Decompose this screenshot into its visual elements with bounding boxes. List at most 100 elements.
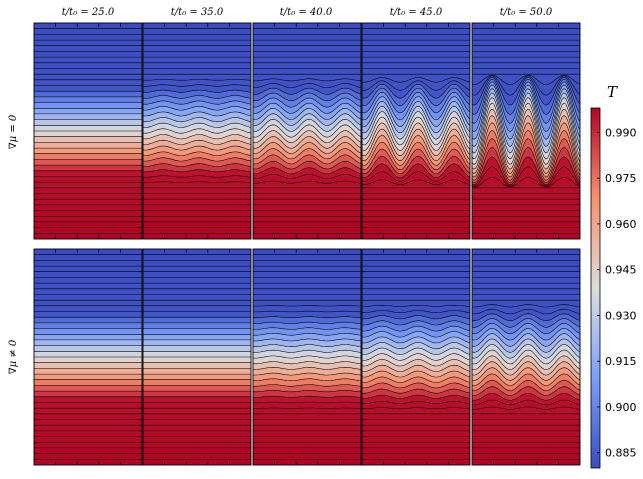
contour-line [253,361,361,365]
contour-line [472,308,580,315]
contour-line [472,373,580,386]
contour-line [143,111,251,117]
contour-line [472,379,580,391]
contour-line [253,78,361,82]
contour-line [253,142,361,154]
contour-line [253,130,361,144]
panel-r1-c5 [471,22,581,240]
contour-line [362,347,470,355]
contour-line [362,305,470,307]
contour-line [253,372,361,376]
contour-line [472,78,580,115]
colorbar: T 0.885 0.900 0.915 0.930 0.945 0.960 0.975 0.9… [590,83,637,469]
contour-line [472,304,580,308]
contour-line [143,139,251,145]
contour-line [472,406,580,410]
contour-line [253,154,361,165]
contour-line [143,122,251,128]
contour-line [253,338,361,342]
contour-line [472,77,580,106]
contour-line [362,80,470,91]
contour-line [472,386,580,396]
contour-line [472,156,580,185]
contour-line [362,179,470,185]
contour-line [472,115,580,170]
contour-line [253,355,361,359]
contour-line [143,89,251,93]
colorbar-tick-label: 0.990 [605,126,637,139]
panel-grid [33,22,581,466]
column-title-2: t/t₀ = 35.0 [171,7,224,18]
contour-line [362,394,470,399]
contour-line [362,310,470,313]
contour-line [253,344,361,347]
panel-r1-c4 [361,22,471,240]
contour-line [472,393,580,401]
colorbar-tick-label: 0.915 [605,355,637,368]
colorbar-tick-label: 0.945 [605,264,637,277]
contour-line [253,395,361,398]
contour-line [472,97,580,154]
contour-line [253,367,361,370]
contour-line [362,87,470,106]
panel-r1-c3 [252,22,362,240]
contour-line [253,148,361,160]
contour-line [143,117,251,123]
column-title-4: t/t₀ = 45.0 [390,7,443,18]
colorbar-ticks: 0.885 0.900 0.915 0.930 0.945 0.960 0.975 0.990 [597,126,637,460]
contour-line [253,180,361,184]
contour-line [362,101,470,127]
contour-line [362,135,470,161]
contour-line [143,95,251,99]
column-title-1: t/t₀ = 25.0 [62,7,115,18]
contour-line [253,87,361,95]
contour-line [472,74,580,85]
column-titles: t/t₀ = 25.0 t/t₀ = 35.0 t/t₀ = 40.0 t/t₀… [62,7,553,18]
contour-line [362,370,470,378]
contour-line [472,84,580,132]
contour-line [472,122,580,174]
contour-line [362,77,470,83]
contour-line [472,344,580,359]
contour-line [472,323,580,335]
colorbar-tick-label: 0.885 [605,447,637,460]
row-labels: ∇μ = 0 ∇μ ≠ 0 [8,114,19,374]
contour-line [362,407,470,409]
panel-r1-c2 [142,22,252,240]
contour-line [362,163,470,179]
contour-line [362,141,470,166]
contour-line [253,378,361,381]
contour-line [472,328,580,341]
contour-line [253,327,361,330]
column-title-3: t/t₀ = 40.0 [280,7,333,18]
colorbar-tick-label: 0.930 [605,309,637,322]
contour-line [362,116,470,146]
contour-line [362,122,470,151]
colorbar-tick-label: 0.960 [605,218,637,231]
contour-line [143,100,251,105]
contour-line [472,81,580,124]
contour-line [253,401,361,404]
contour-line [362,336,470,344]
contour-line [472,75,580,96]
contour-line [472,166,580,187]
contour-line [143,181,251,183]
contour-line [143,134,251,140]
contour-line [472,318,580,328]
colorbar-tick-label: 0.900 [605,401,637,414]
panel-r2-c2 [142,248,252,466]
contour-line [362,353,470,361]
contour-line [472,361,580,376]
colorbar-gradient [590,107,601,469]
contour-line [253,333,361,336]
contour-line [253,310,361,313]
contour-line [362,91,470,114]
contour-line [253,124,361,138]
contour-line [253,160,361,170]
contour-line [472,108,580,165]
contour-line [253,108,361,120]
contour-line [362,96,470,121]
contour-line [472,333,580,347]
contour-line [362,156,470,175]
